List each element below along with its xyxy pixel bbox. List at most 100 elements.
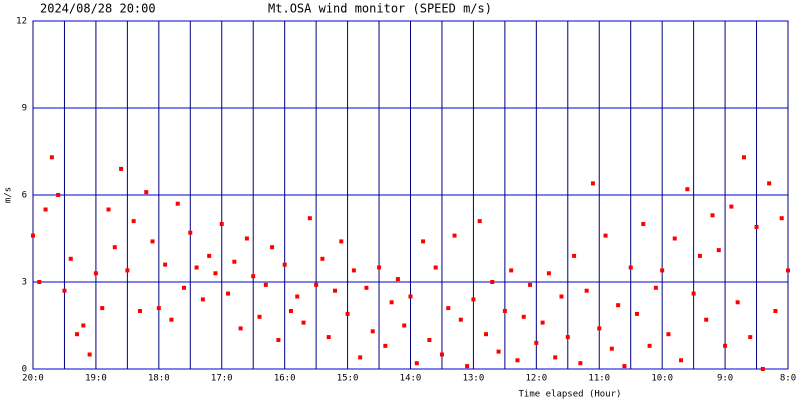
point <box>641 222 646 226</box>
point <box>383 343 388 348</box>
y-tick-label: 6 <box>22 191 27 201</box>
point <box>597 326 602 331</box>
point <box>276 338 281 342</box>
x-tick-label: 12:0 <box>525 374 547 384</box>
point <box>439 352 444 357</box>
point <box>295 294 300 299</box>
point <box>389 300 394 305</box>
point <box>540 320 545 325</box>
point <box>402 323 407 328</box>
x-tick-label: 9:0 <box>717 374 733 384</box>
point <box>175 201 180 206</box>
point <box>244 236 249 241</box>
point <box>345 311 350 316</box>
y-tick-label: 12 <box>16 17 27 27</box>
point <box>716 248 721 253</box>
point <box>691 291 696 296</box>
point <box>748 335 753 340</box>
point <box>465 364 470 369</box>
point <box>351 268 356 273</box>
point <box>452 233 457 238</box>
point <box>408 294 413 299</box>
point <box>364 285 369 290</box>
point <box>773 309 778 313</box>
point <box>200 297 205 302</box>
point <box>68 256 73 261</box>
point <box>156 306 161 311</box>
point <box>414 361 419 366</box>
point <box>169 317 174 322</box>
point <box>578 361 583 366</box>
point <box>43 207 48 212</box>
point <box>603 233 608 238</box>
x-tick-label: 13:0 <box>463 374 485 384</box>
point <box>471 297 476 302</box>
point <box>509 268 514 273</box>
x-tick-label: 19:0 <box>85 374 107 384</box>
point <box>679 358 684 363</box>
point <box>572 253 577 258</box>
y-tick-label: 9 <box>22 104 27 114</box>
point <box>590 181 595 186</box>
x-tick-label: 11:0 <box>588 374 610 384</box>
point <box>314 282 319 287</box>
point <box>131 219 136 224</box>
point <box>767 181 772 186</box>
x-tick-label: 20:0 <box>22 374 44 384</box>
chart-title: Mt.OSA wind monitor (SPEED m/s) <box>268 2 492 16</box>
point <box>779 216 784 221</box>
point <box>75 332 80 337</box>
point <box>609 346 614 351</box>
point <box>622 364 627 369</box>
point <box>741 155 746 160</box>
point <box>760 367 765 371</box>
point <box>433 265 438 270</box>
point <box>232 259 237 264</box>
point <box>370 329 375 334</box>
chart-subtitle: 2024/08/28 20:00 <box>40 2 156 16</box>
x-axis-label: Time elapsed (Hour) <box>519 390 622 400</box>
point <box>238 326 243 331</box>
point <box>333 288 337 293</box>
point <box>144 190 149 195</box>
point <box>358 355 363 360</box>
point <box>226 291 231 296</box>
point <box>710 213 715 218</box>
point <box>182 285 186 290</box>
point <box>490 280 495 284</box>
point <box>307 216 312 221</box>
point <box>163 262 168 267</box>
point <box>704 317 709 322</box>
point <box>553 355 558 360</box>
point <box>458 317 463 322</box>
point <box>270 245 275 250</box>
point <box>137 309 142 313</box>
point <box>251 274 256 279</box>
point <box>515 358 520 363</box>
x-tick-label: 15:0 <box>337 374 359 384</box>
point <box>31 233 35 238</box>
point <box>213 271 218 276</box>
point <box>521 314 526 319</box>
point <box>660 268 665 273</box>
point <box>427 338 432 342</box>
point <box>326 335 331 340</box>
point <box>37 280 42 284</box>
point <box>288 309 293 313</box>
point <box>723 343 728 348</box>
point <box>484 332 488 337</box>
point <box>93 271 98 276</box>
point <box>301 320 306 325</box>
point <box>282 262 287 267</box>
x-tick-label: 18:0 <box>148 374 170 384</box>
x-tick-label: 8:0 <box>780 374 796 384</box>
y-tick-label: 0 <box>22 365 27 375</box>
point <box>339 239 344 244</box>
y-tick-label: 3 <box>22 278 27 288</box>
point <box>377 265 382 270</box>
point <box>502 309 507 313</box>
point <box>653 285 658 290</box>
point <box>320 256 325 261</box>
point <box>446 306 451 311</box>
